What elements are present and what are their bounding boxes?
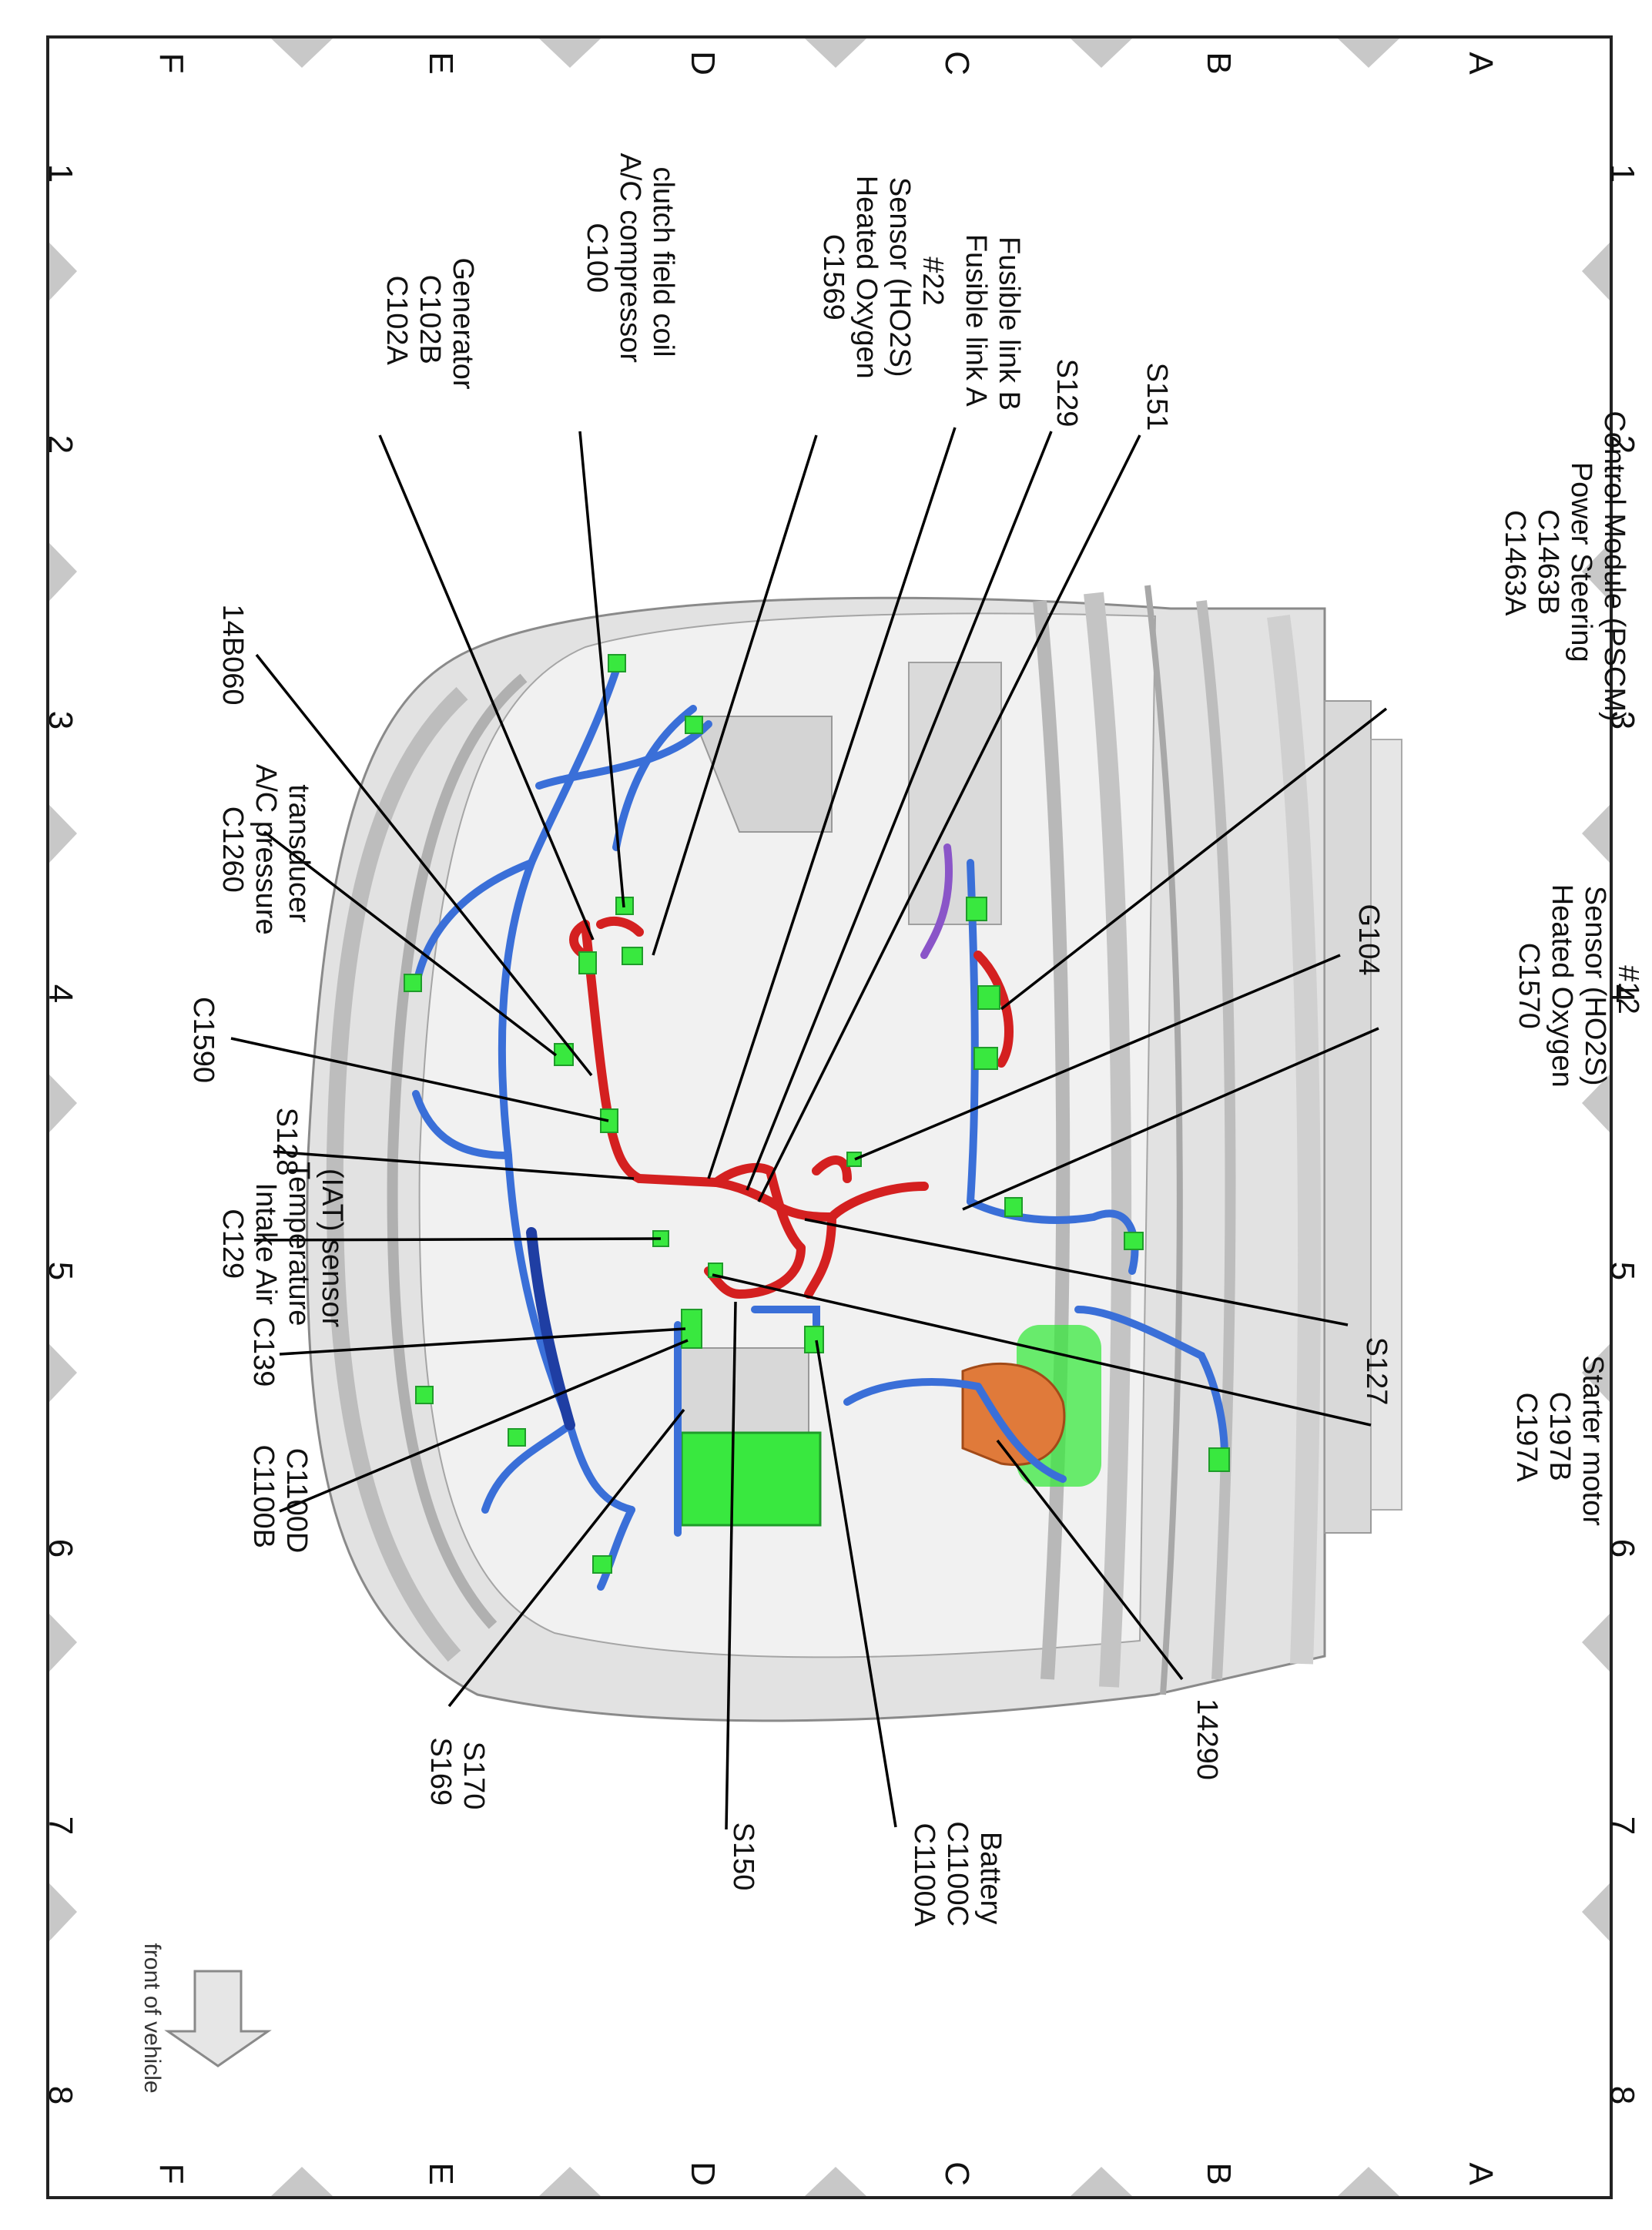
label-c1100ac: C1100A C1100C Battery [908,1821,1007,1934]
grid-col-label: 3 [1603,711,1641,729]
grid-row-label: A [1462,2162,1500,2185]
grid-row-labels-top: A B C D E F [152,51,1500,75]
label-14290: 14290 [1191,1698,1223,1780]
grid-col-label: 6 [42,1539,79,1558]
label-fusible-link: Fusible link A Fusible link B [960,234,1025,413]
front-arrow-icon [164,1970,272,2067]
grid-col-label: 7 [42,1816,79,1835]
label-14b060: 14B060 [216,604,249,705]
diagram-frame [46,35,1613,2199]
front-of-vehicle-label: front of vehicle [139,1943,165,2093]
grid-col-label: 4 [42,984,79,1003]
label-s127: S127 [1360,1337,1392,1406]
grid-col-label: 6 [1603,1539,1641,1558]
grid-col-label: 5 [42,1262,79,1280]
label-c129: C129 Intake Air Temperature (IAT) sensor [216,1162,348,1334]
leader-lines [230,427,1388,1830]
grid-col-label: 2 [1603,435,1641,454]
grid-row-label: C [938,2161,976,2186]
grid-row-label: B [1200,2162,1238,2185]
grid-col-label: 2 [42,435,79,454]
grid-row-label: F [152,2164,190,2185]
grid-row-label: B [1200,52,1238,74]
connectors [404,654,1230,1574]
label-c1463: C1463A C1463B Power Steering Control Mod… [1499,411,1630,721]
grid-col-label: 7 [1603,1816,1641,1835]
grid-row-label: D [684,2161,722,2186]
component-labels: C1463A C1463B Power Steering Control Mod… [187,153,1644,1934]
label-c139: C139 [247,1317,280,1387]
grid-col-label: 1 [1603,164,1641,183]
grid-col-labels-left: 1 2 3 4 5 6 7 8 [42,164,79,2104]
label-c1569: C1569 Heated Oxygen Sensor (HO2S) #22 [817,176,949,387]
label-s150: S150 [727,1823,759,1891]
label-c100: C100 A/C compressor clutch field coil [581,153,679,371]
label-c1570: C1570 Heated Oxygen Sensor (HO2S) #12 [1513,884,1644,1096]
purple-harness [920,843,953,959]
grid-row-label: F [152,53,190,74]
grid-col-label: 3 [42,711,79,729]
label-c1100bd: C1100B C1100D [247,1444,313,1556]
grid-row-label: A [1462,52,1500,75]
grid-row-label: D [684,51,722,75]
label-s151: S151 [1141,363,1173,431]
label-s169-s170: S169 S170 [424,1737,490,1813]
grid-row-label: E [422,2162,460,2185]
grid-col-label: 5 [1603,1262,1641,1280]
grid-row-label: E [422,52,460,74]
grid-col-label: 1 [42,164,79,183]
grid-markers [49,39,1610,2196]
label-c197: C197A C197B Starter motor [1510,1355,1609,1526]
grid-col-label: 8 [42,2086,79,2104]
grid-row-labels-bottom: A B C D E F [152,2161,1500,2186]
label-c102: C102A C102B Generator [380,257,479,389]
grid-col-label: 4 [1603,984,1641,1003]
grid-col-labels-right: 1 2 3 4 5 6 7 8 [1603,164,1641,2104]
grid-row-label: C [938,51,976,75]
label-g104: G104 [1352,904,1385,976]
label-c1260: C1260 A/C pressure transducer [216,764,315,943]
battery-block [680,1431,822,1527]
red-harness [569,916,1014,1299]
label-s129: S129 [1051,359,1083,428]
label-c1590: C1590 [187,997,219,1083]
grid-col-label: 8 [1603,2086,1641,2104]
front-of-vehicle-indicator: front of vehicle [139,1943,272,2094]
starter-motor-shape [961,1325,1101,1487]
label-s128: S128 [270,1108,303,1176]
